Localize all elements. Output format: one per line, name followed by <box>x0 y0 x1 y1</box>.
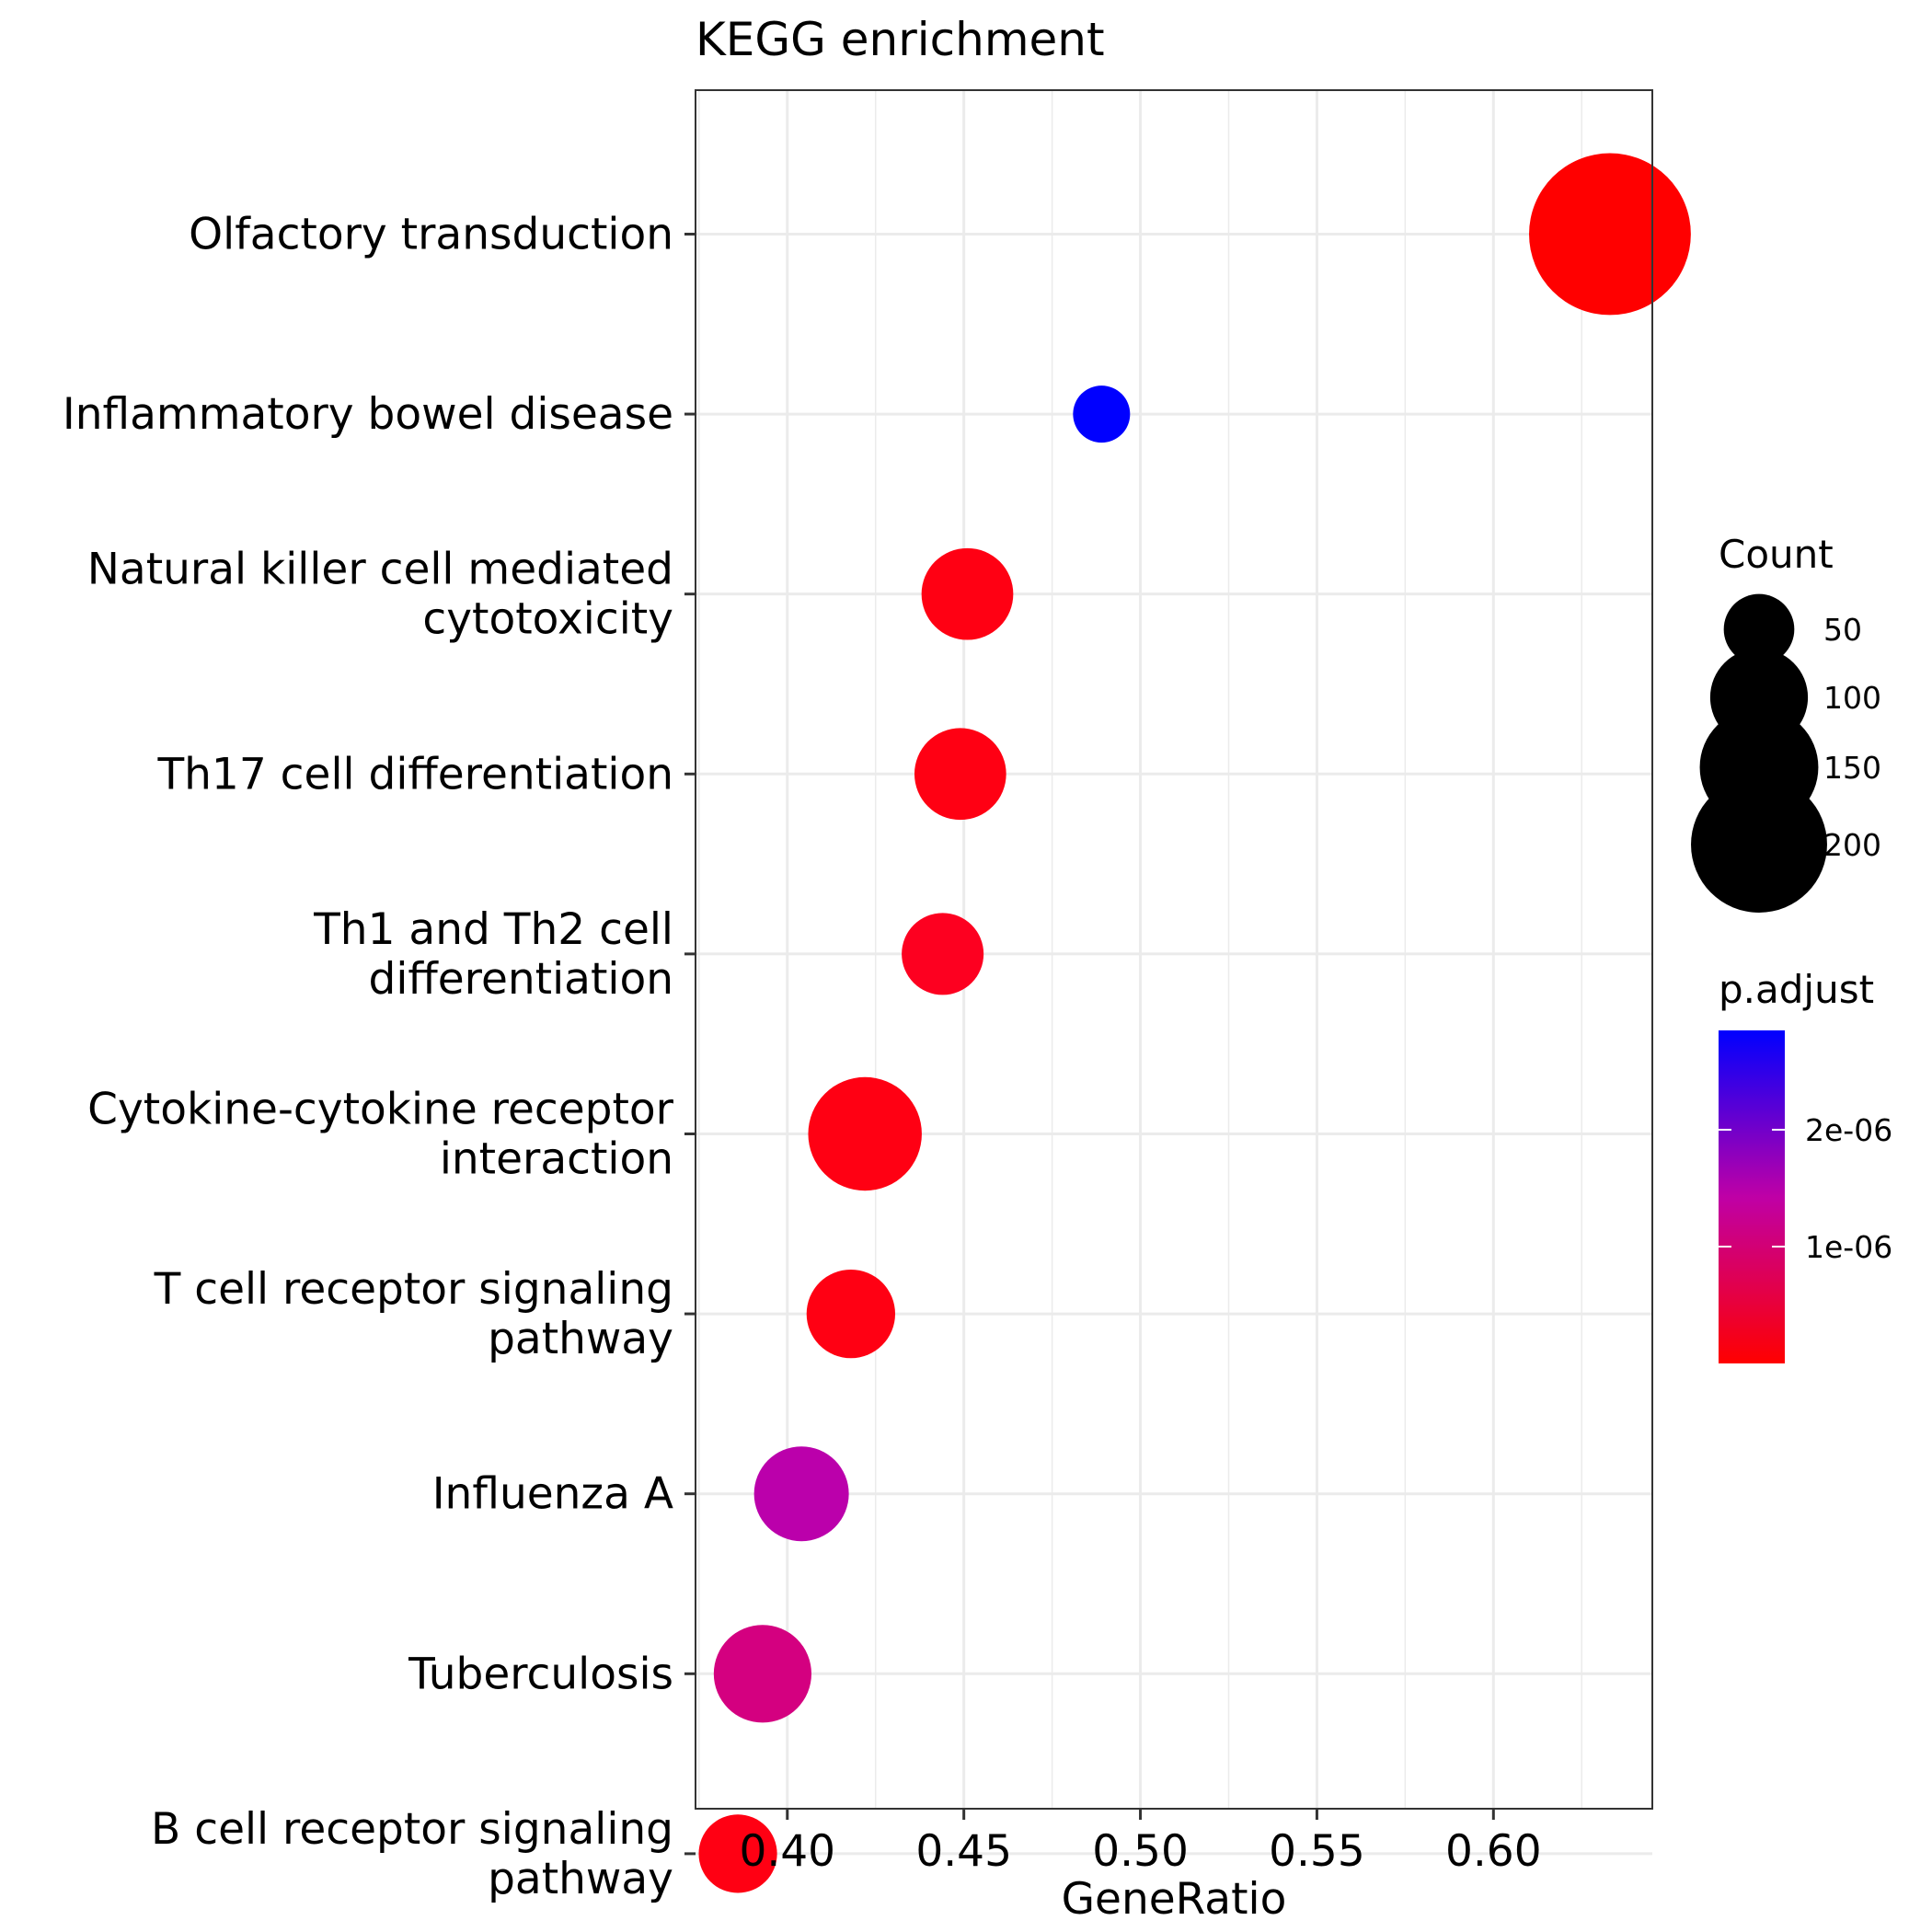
count-legend-label: 200 <box>1823 827 1881 863</box>
y-tick-label: Influenza A <box>432 1469 673 1520</box>
plot-panel <box>695 89 1691 1893</box>
x-tick-label: 0.40 <box>739 1826 835 1877</box>
y-tick-label: Olfactory transduction <box>189 209 673 259</box>
y-tick-label: pathway <box>488 1314 673 1364</box>
data-point <box>713 1625 812 1723</box>
padjust-legend-title: p.adjust <box>1719 967 1874 1012</box>
count-legend-label: 50 <box>1823 612 1862 648</box>
count-legend-label: 100 <box>1823 680 1881 716</box>
data-point <box>806 1269 896 1359</box>
padjust-legend: p.adjust 1e-06 2e-06 <box>1719 967 1892 1363</box>
padjust-legend-label: 1e-06 <box>1805 1229 1892 1265</box>
count-legend-label: 150 <box>1823 750 1881 786</box>
x-axis-label: GeneRatio <box>1062 1874 1287 1925</box>
padjust-legend-label: 2e-06 <box>1805 1112 1892 1148</box>
y-axis: Olfactory transduction Inflammatory bowel… <box>63 209 696 1904</box>
x-axis: 0.40 0.45 0.50 0.55 0.60 <box>739 1809 1542 1877</box>
data-points <box>698 153 1691 1893</box>
y-tick-label: Inflammatory bowel disease <box>63 389 673 440</box>
y-tick-label: B cell receptor signaling <box>151 1804 673 1855</box>
major-gridlines <box>696 90 1652 1856</box>
count-legend-key <box>1691 776 1827 913</box>
count-legend: Count 50 100 150 200 <box>1691 532 1881 913</box>
chart-title: KEGG enrichment <box>696 13 1105 66</box>
padjust-colorbar <box>1719 1030 1785 1363</box>
data-point <box>1073 385 1131 443</box>
y-tick-label: Tuberculosis <box>408 1649 673 1699</box>
x-tick-label: 0.50 <box>1092 1826 1189 1877</box>
y-tick-label: cytotoxicity <box>422 594 673 645</box>
y-tick-label: Cytokine-cytokine receptor <box>87 1084 673 1134</box>
plot-border <box>695 89 1653 1810</box>
y-tick-label: Th1 and Th2 cell <box>313 904 673 955</box>
minor-gridlines <box>698 90 1582 1809</box>
y-tick-label: pathway <box>488 1854 673 1904</box>
data-point <box>902 913 984 995</box>
y-tick-label: differentiation <box>368 954 673 1005</box>
y-tick-label: Natural killer cell mediated <box>87 545 673 595</box>
x-tick-label: 0.45 <box>915 1826 1012 1877</box>
data-point <box>698 1814 777 1893</box>
count-legend-items: 50 100 150 200 <box>1691 593 1881 913</box>
y-tick-label: interaction <box>440 1133 673 1184</box>
x-tick-label: 0.60 <box>1445 1826 1542 1877</box>
data-point <box>753 1446 849 1542</box>
y-tick-label: Th17 cell differentiation <box>156 749 673 799</box>
y-tick-label: T cell receptor signaling <box>154 1264 673 1315</box>
x-tick-label: 0.55 <box>1269 1826 1365 1877</box>
data-point <box>1529 153 1691 316</box>
data-point <box>914 728 1006 821</box>
data-point <box>808 1076 922 1191</box>
padjust-colorbar-ticks: 1e-06 2e-06 <box>1719 1112 1892 1265</box>
data-point <box>921 547 1014 640</box>
plot-background <box>696 90 1652 1809</box>
count-legend-key <box>1723 593 1795 665</box>
count-legend-title: Count <box>1719 532 1834 577</box>
